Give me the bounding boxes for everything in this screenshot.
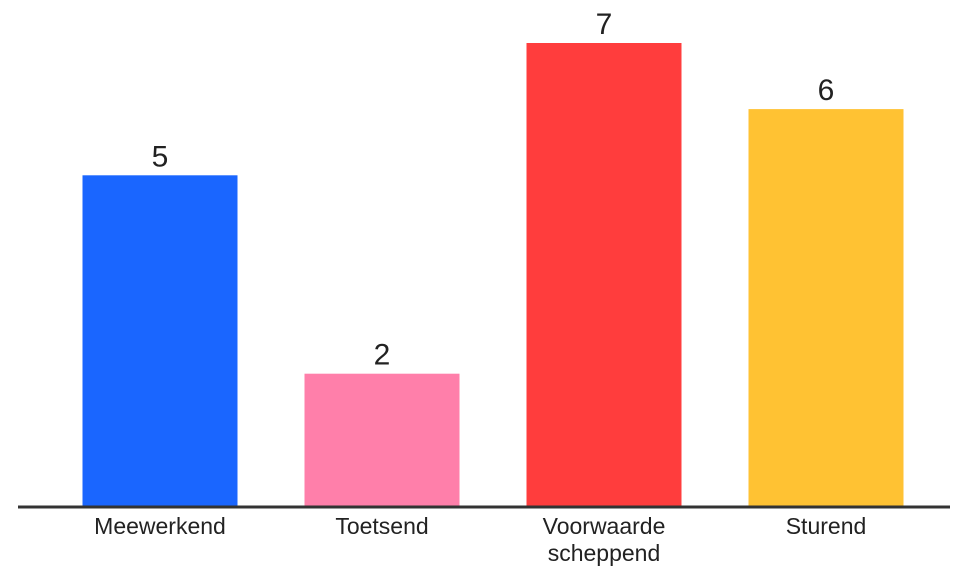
category-label: Toetsend <box>335 513 428 539</box>
value-label: 7 <box>596 8 613 41</box>
value-label: 2 <box>374 339 391 372</box>
category-label: Sturend <box>786 513 867 539</box>
bar-voorwaarde-scheppend <box>526 43 682 506</box>
value-label: 6 <box>818 74 835 107</box>
bar-sturend <box>748 109 904 506</box>
category-label: Voorwaarde scheppend <box>543 513 666 566</box>
value-label: 5 <box>152 140 169 173</box>
bar-toetsend <box>304 373 460 506</box>
category-label: Meewerkend <box>94 513 226 539</box>
bar-meewerkend <box>82 175 238 507</box>
